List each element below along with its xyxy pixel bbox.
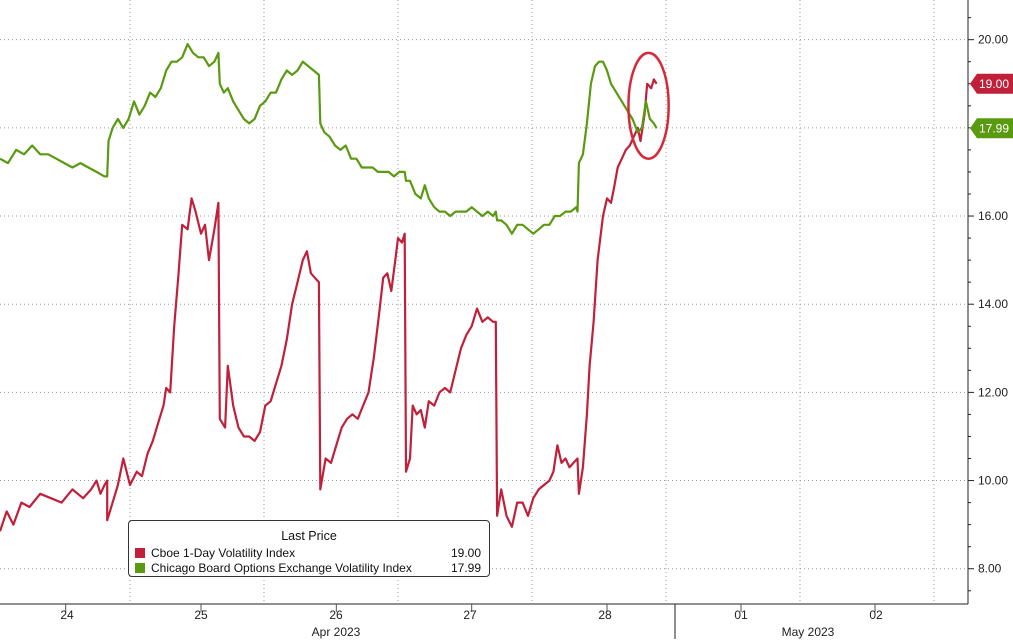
legend-series-value: 19.00 xyxy=(450,546,481,560)
legend-series-name: Cboe 1-Day Volatility Index xyxy=(151,546,296,560)
y-tick-label: 8.00 xyxy=(978,562,1002,576)
last-price-tag-green: 17.99 xyxy=(970,118,1013,139)
legend-swatch-green xyxy=(135,563,145,573)
y-tick-label: 20.00 xyxy=(978,33,1008,47)
legend-entry-cboe-1day: Cboe 1-Day Volatility Index 19.00 xyxy=(135,546,481,561)
price-tag-shape xyxy=(970,118,1013,139)
last-price-tag-red: 19.00 xyxy=(970,73,1013,94)
x-tick-label: 02 xyxy=(869,608,883,622)
x-tick-label: 01 xyxy=(734,608,748,622)
y-tick-label: 12.00 xyxy=(978,385,1008,399)
x-tick-label: 27 xyxy=(463,608,477,622)
price-tag-shape xyxy=(970,73,1013,94)
x-tick-label: 28 xyxy=(598,608,612,622)
series-line-cboe-1day xyxy=(0,78,658,532)
x-tick-label: 26 xyxy=(329,608,343,622)
legend-series-name: Chicago Board Options Exchange Volatilit… xyxy=(151,561,412,575)
legend-series-value: 17.99 xyxy=(450,561,481,575)
annotation-ellipse xyxy=(627,51,670,160)
y-tick-label: 14.00 xyxy=(978,297,1008,311)
y-tick-label: 10.00 xyxy=(978,474,1008,488)
legend-title: Last Price xyxy=(281,529,337,543)
x-tick-label: 25 xyxy=(194,608,208,622)
y-tick-label: 16.00 xyxy=(978,209,1008,223)
x-month-label: May 2023 xyxy=(782,625,835,639)
price-tag-value: 19.00 xyxy=(979,77,1009,91)
legend-entry-vix: Chicago Board Options Exchange Volatilit… xyxy=(135,561,481,576)
legend: Last Price Cboe 1-Day Volatility Index 1… xyxy=(128,520,490,577)
x-month-label: Apr 2023 xyxy=(312,625,361,639)
price-tag-value: 17.99 xyxy=(979,121,1009,135)
legend-swatch-red xyxy=(135,548,145,558)
series-line-vix xyxy=(0,43,658,235)
x-tick-label: 24 xyxy=(60,608,74,622)
